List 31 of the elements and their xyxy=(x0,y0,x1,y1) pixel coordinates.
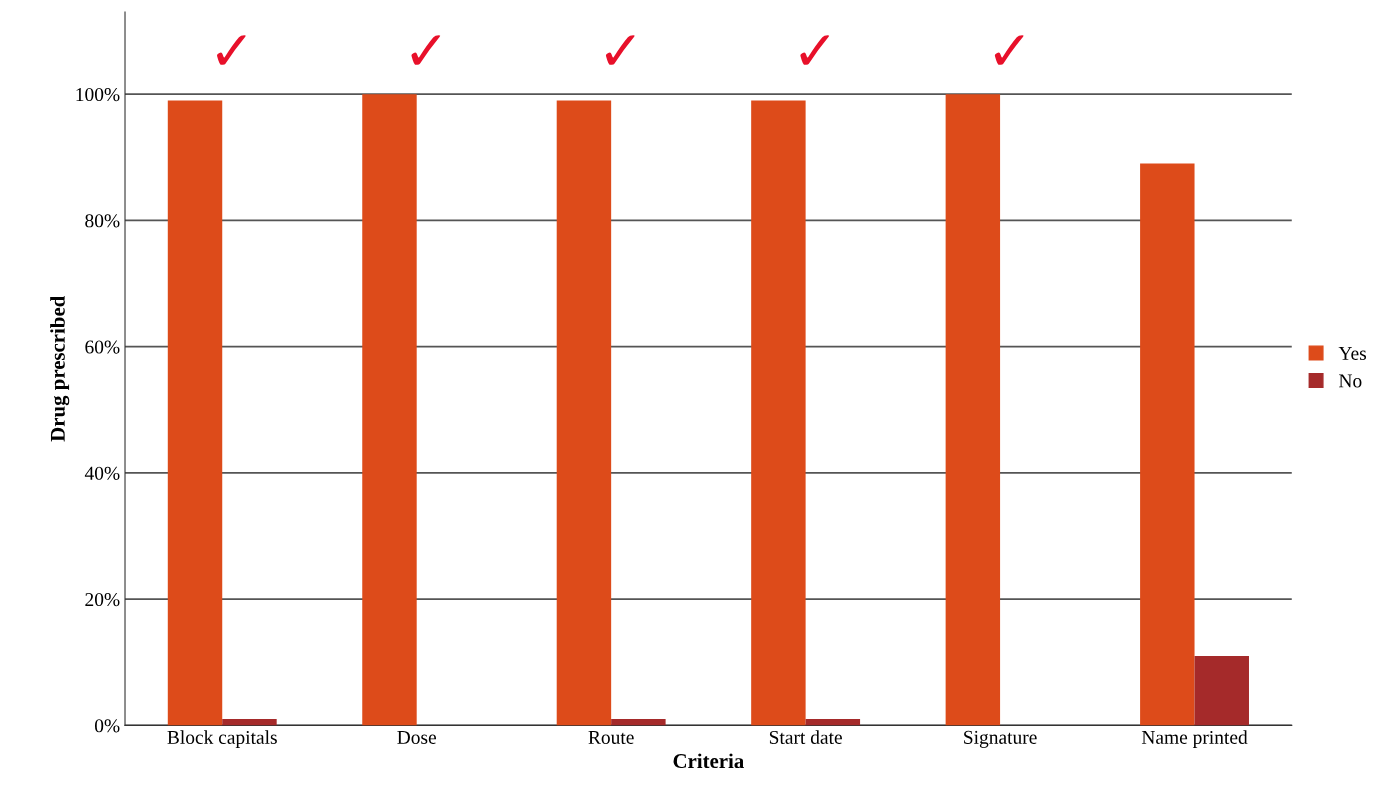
x-tick-label: Signature xyxy=(964,730,1037,748)
y-tick-label: 20% xyxy=(85,592,120,607)
y-tick-label: 0% xyxy=(94,719,120,733)
x-tick-label: Dose xyxy=(397,731,437,744)
annotation: ✓ xyxy=(411,35,441,65)
bar xyxy=(945,94,1001,726)
x-tick-label: Start date xyxy=(769,730,842,744)
legend-label: No xyxy=(1339,374,1362,388)
x-tick-label: Route xyxy=(588,731,634,744)
bar xyxy=(751,100,806,726)
bar xyxy=(167,100,223,726)
annotation: ✓ xyxy=(994,35,1024,65)
bar xyxy=(222,719,277,726)
bar xyxy=(362,94,417,726)
annotation: ✓ xyxy=(800,35,830,65)
x-tick-label: Block capitals xyxy=(167,730,277,748)
y-axis-title: Drug prescribed xyxy=(50,295,70,442)
y-tick-label: 80% xyxy=(85,214,120,228)
x-tick-label: Name printed xyxy=(1141,730,1248,748)
bar xyxy=(611,719,666,726)
annotation: ✓ xyxy=(605,35,635,65)
bar xyxy=(805,719,861,726)
annotation: ✓ xyxy=(217,35,246,65)
y-tick-label: 60% xyxy=(85,340,120,354)
y-tick-label: 40% xyxy=(84,466,120,480)
x-axis-title: Criteria xyxy=(673,753,744,769)
bar xyxy=(1194,655,1249,726)
legend-label: Yes xyxy=(1338,347,1367,360)
y-tick-label: 100% xyxy=(76,87,120,102)
bar xyxy=(556,100,612,726)
bar xyxy=(1140,163,1195,726)
